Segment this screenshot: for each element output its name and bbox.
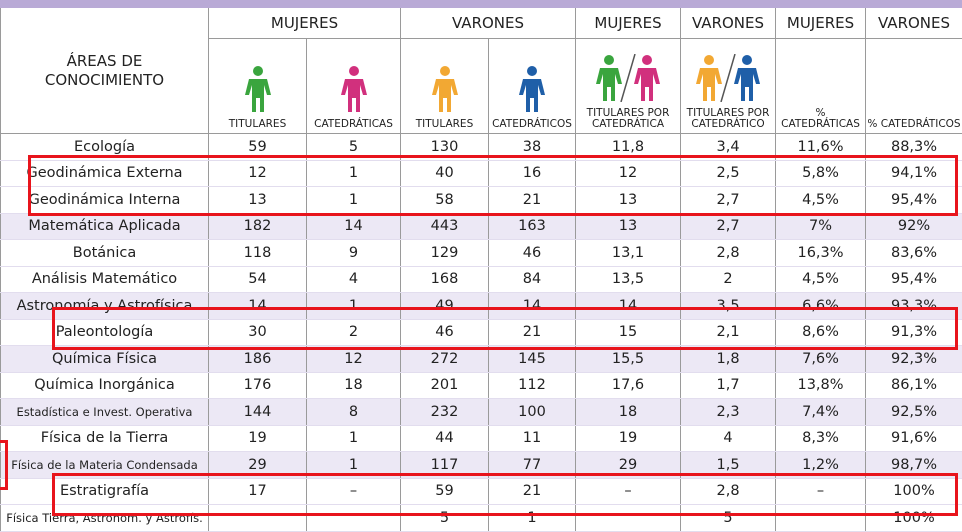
cell: 13 xyxy=(576,213,681,240)
area-name: Física de la Tierra xyxy=(1,425,209,452)
cell: 4,5% xyxy=(776,266,866,293)
cell: 95,4% xyxy=(866,266,962,293)
cell: 92,5% xyxy=(866,399,962,426)
top-strip xyxy=(0,0,962,8)
cell: 118 xyxy=(209,240,307,267)
column-label: TITULARES POR CATEDRÁTICA xyxy=(576,108,680,130)
group-header: VARONES xyxy=(866,8,962,39)
area-name: Análisis Matemático xyxy=(1,266,209,293)
cell: 92% xyxy=(866,213,962,240)
cell: 8 xyxy=(307,399,401,426)
person-icon xyxy=(517,65,547,113)
cell: 201 xyxy=(401,372,489,399)
cell: 18 xyxy=(307,372,401,399)
column-label: TITULARES xyxy=(401,119,488,130)
cell: 17,6 xyxy=(576,372,681,399)
person-icon xyxy=(595,54,661,102)
cell: 84 xyxy=(489,266,576,293)
cell: 13,1 xyxy=(576,240,681,267)
cell: 19 xyxy=(576,425,681,452)
area-name: Química Inorgánica xyxy=(1,372,209,399)
highlight-box xyxy=(52,473,958,516)
cell: 16,3% xyxy=(776,240,866,267)
cell: 9 xyxy=(307,240,401,267)
cell: 13,5 xyxy=(576,266,681,293)
cell: 7,4% xyxy=(776,399,866,426)
cell: 18 xyxy=(576,399,681,426)
group-header: MUJERES xyxy=(576,8,681,39)
group-header: VARONES xyxy=(681,8,776,39)
area-header: ÁREAS DE CONOCIMIENTO xyxy=(1,8,209,134)
area-name: Estadística e Invest. Operativa xyxy=(1,399,209,426)
cell: 163 xyxy=(489,213,576,240)
cell: 14 xyxy=(307,213,401,240)
column-label: CATEDRÁTICOS xyxy=(489,119,575,130)
person-icon xyxy=(243,65,273,113)
column-header: % CATEDRÁTICAS xyxy=(776,39,866,134)
cell: 8,3% xyxy=(776,425,866,452)
person-icon xyxy=(430,65,460,113)
group-header: MUJERES xyxy=(776,8,866,39)
cell: 83,6% xyxy=(866,240,962,267)
column-header: % CATEDRÁTICOS xyxy=(866,39,962,134)
column-header: TITULARES xyxy=(209,39,307,134)
column-label: % CATEDRÁTICOS xyxy=(866,119,962,130)
cell: 168 xyxy=(401,266,489,293)
cell: 112 xyxy=(489,372,576,399)
cell: 182 xyxy=(209,213,307,240)
person-icon xyxy=(695,54,761,102)
cell: 1,7 xyxy=(681,372,776,399)
cell: 13,8% xyxy=(776,372,866,399)
cell: 54 xyxy=(209,266,307,293)
group-header: MUJERES xyxy=(209,8,401,39)
column-header: TITULARES POR CATEDRÁTICA xyxy=(576,39,681,134)
cell: 46 xyxy=(489,240,576,267)
column-label: TITULARES POR CATEDRÁTICO xyxy=(681,108,775,130)
cell: 2,3 xyxy=(681,399,776,426)
cell: 176 xyxy=(209,372,307,399)
highlight-box xyxy=(28,155,958,216)
cell: 91,6% xyxy=(866,425,962,452)
cell: 443 xyxy=(401,213,489,240)
cell: 4 xyxy=(681,425,776,452)
cell: 129 xyxy=(401,240,489,267)
cell: 2 xyxy=(681,266,776,293)
highlight-mark xyxy=(0,440,8,490)
cell: 2,8 xyxy=(681,240,776,267)
cell: 2,7 xyxy=(681,213,776,240)
cell: 86,1% xyxy=(866,372,962,399)
column-label: % CATEDRÁTICAS xyxy=(776,108,865,130)
cell: 7% xyxy=(776,213,866,240)
cell: 44 xyxy=(401,425,489,452)
cell: 144 xyxy=(209,399,307,426)
person-icon xyxy=(339,65,369,113)
cell: 100 xyxy=(489,399,576,426)
cell: 232 xyxy=(401,399,489,426)
area-name: Matemática Aplicada xyxy=(1,213,209,240)
cell: 11 xyxy=(489,425,576,452)
column-header: TITULARES POR CATEDRÁTICO xyxy=(681,39,776,134)
column-header: CATEDRÁTICAS xyxy=(307,39,401,134)
column-header: CATEDRÁTICOS xyxy=(489,39,576,134)
cell: 4 xyxy=(307,266,401,293)
column-label: CATEDRÁTICAS xyxy=(307,119,400,130)
cell: 19 xyxy=(209,425,307,452)
group-header: VARONES xyxy=(401,8,576,39)
highlight-box xyxy=(52,307,958,350)
area-name: Botánica xyxy=(1,240,209,267)
column-header: TITULARES xyxy=(401,39,489,134)
column-label: TITULARES xyxy=(209,119,306,130)
cell: 1 xyxy=(307,425,401,452)
